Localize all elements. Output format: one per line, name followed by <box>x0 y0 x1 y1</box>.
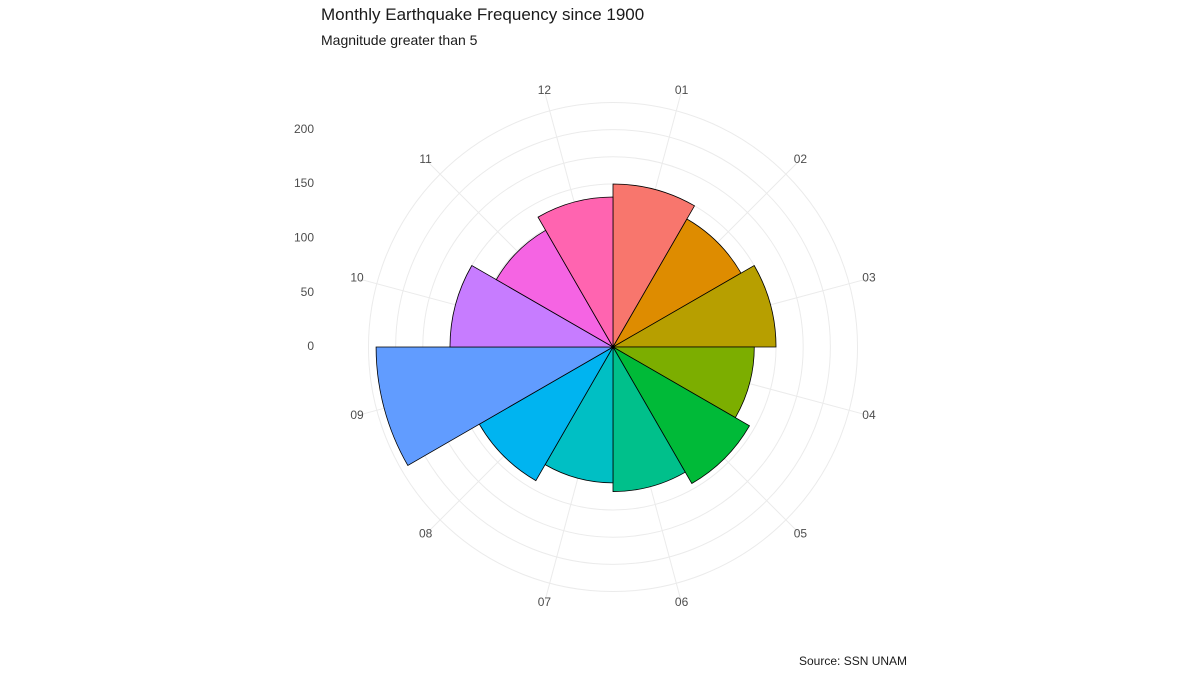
month-label-03: 03 <box>862 271 876 285</box>
month-label-07: 07 <box>538 595 552 609</box>
radial-tick-label: 200 <box>294 122 314 136</box>
bar-10 <box>449 264 615 348</box>
chart-title: Monthly Earthquake Frequency since 1900 <box>321 5 645 24</box>
month-label-06: 06 <box>675 595 689 609</box>
month-label-11: 11 <box>419 152 432 166</box>
month-label-10: 10 <box>350 271 364 285</box>
bar-03 <box>611 264 777 348</box>
month-label-04: 04 <box>862 408 876 422</box>
chart-caption: Source: SSN UNAM <box>799 654 908 668</box>
month-label-09: 09 <box>350 408 364 422</box>
month-label-02: 02 <box>794 152 808 166</box>
month-label-12: 12 <box>538 83 552 97</box>
month-label-05: 05 <box>794 527 808 541</box>
bar-09 <box>375 346 615 467</box>
chart-subtitle: Magnitude greater than 5 <box>321 32 478 48</box>
radial-tick-label: 150 <box>294 176 314 190</box>
month-label-01: 01 <box>675 83 689 97</box>
chart-bars <box>375 183 777 492</box>
month-label-08: 08 <box>419 527 433 541</box>
bar-12 <box>537 196 614 349</box>
radial-tick-label: 50 <box>301 285 315 299</box>
chart-labels: 01 02 03 04 05 06 07 08 09 10 11 12 0 50 100 150 200 <box>294 83 876 609</box>
grid-circle <box>367 101 859 593</box>
radial-tick-label: 100 <box>294 230 314 244</box>
bar-06 <box>612 345 686 492</box>
bar-01 <box>612 183 696 349</box>
radial-tick-label: 0 <box>307 339 314 353</box>
bar-05 <box>611 345 751 485</box>
